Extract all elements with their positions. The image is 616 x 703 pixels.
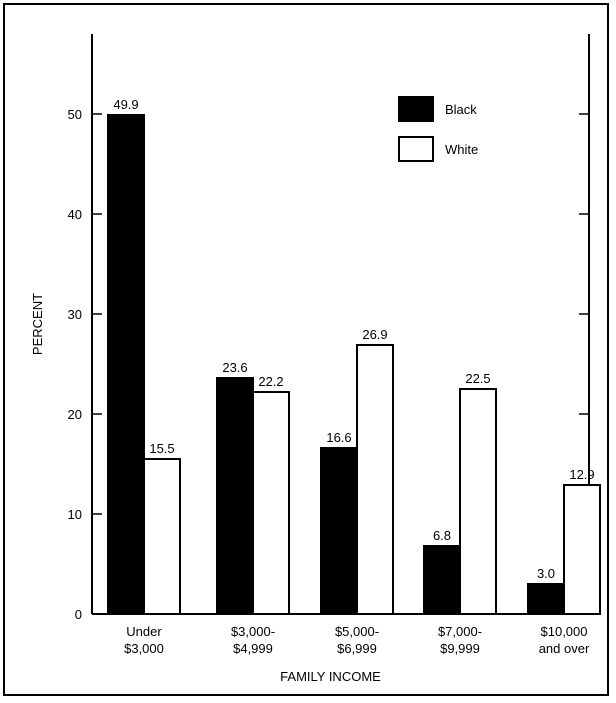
bar-value-label: 16.6 (326, 430, 351, 445)
black-bar (216, 377, 254, 615)
x-tick-label: $6,999 (337, 641, 377, 656)
chart-frame (3, 3, 609, 696)
legend-label: Black (445, 102, 477, 117)
bar-value-label: 49.9 (113, 97, 138, 112)
x-tick-label: $9,999 (440, 641, 480, 656)
x-tick-label: $3,000 (124, 641, 164, 656)
y-axis-title: PERCENT (30, 293, 45, 355)
bar-value-label: 15.5 (149, 441, 174, 456)
white-bar (143, 458, 181, 615)
bar-value-label: 26.9 (362, 327, 387, 342)
black-legend-swatch (398, 96, 434, 122)
y-tick-label: 20 (68, 407, 82, 422)
y-tick-label: 50 (68, 107, 82, 122)
bar-value-label: 12.9 (569, 467, 594, 482)
x-tick-label: $10,000 (541, 624, 588, 639)
bar-value-label: 22.2 (258, 374, 283, 389)
white-bar (459, 388, 497, 615)
y-tick-label: 40 (68, 207, 82, 222)
y-tick-label: 10 (68, 507, 82, 522)
white-bar (252, 391, 290, 615)
bar-value-label: 3.0 (537, 566, 555, 581)
white-bar (563, 484, 601, 615)
black-bar (320, 447, 358, 615)
black-bar (423, 545, 461, 615)
bar-value-label: 6.8 (433, 528, 451, 543)
x-tick-label: Under (126, 624, 162, 639)
x-tick-label: $4,999 (233, 641, 273, 656)
y-tick-label: 0 (75, 607, 82, 622)
white-bar (356, 344, 394, 615)
y-tick-label: 30 (68, 307, 82, 322)
x-tick-label: $7,000- (438, 624, 482, 639)
x-axis-title: FAMILY INCOME (280, 669, 381, 684)
x-tick-label: $5,000- (335, 624, 379, 639)
bar-value-label: 23.6 (222, 360, 247, 375)
x-tick-label: and over (539, 641, 590, 656)
black-bar (527, 583, 565, 615)
x-tick-label: $3,000- (231, 624, 275, 639)
black-bar (107, 114, 145, 615)
bar-value-label: 22.5 (465, 371, 490, 386)
white-legend-swatch (398, 136, 434, 162)
legend-label: White (445, 142, 478, 157)
